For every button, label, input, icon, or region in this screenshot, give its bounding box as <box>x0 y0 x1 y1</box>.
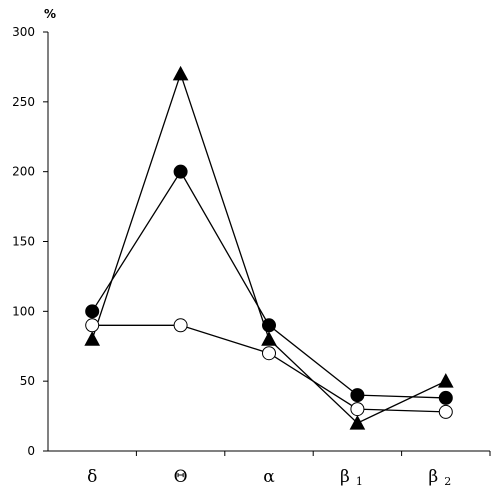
triangle-marker <box>172 65 189 81</box>
filled-circle-marker <box>262 318 276 333</box>
x-tick-label: δ <box>87 467 97 487</box>
triangle-marker <box>261 331 277 346</box>
y-tick-label: 0 <box>27 444 35 458</box>
series-group <box>84 65 454 430</box>
y-tick-label: 50 <box>20 374 35 388</box>
triangle-marker <box>437 373 454 388</box>
y-tick-label: 300 <box>12 25 35 39</box>
x-tick-label: Θ <box>174 467 188 487</box>
axes <box>47 32 490 452</box>
triangle-marker <box>349 415 366 430</box>
open-circle-marker <box>350 402 365 417</box>
filled-circle-marker <box>438 390 453 405</box>
y-axis-label: % <box>44 7 56 21</box>
y-tick-label: 150 <box>12 235 35 249</box>
open-circle-marker <box>85 318 100 333</box>
y-tick-label: 200 <box>12 165 35 179</box>
series-line-1 <box>91 71 447 424</box>
series-line-2 <box>91 170 446 399</box>
y-tick-label: 100 <box>12 304 35 318</box>
filled-circle-marker <box>85 304 100 319</box>
y-tick-label: 250 <box>12 95 35 109</box>
filled-circle-marker <box>173 164 188 179</box>
open-circle-marker <box>438 404 453 419</box>
open-circle-marker <box>262 346 276 361</box>
open-circle-marker <box>173 318 188 333</box>
filled-circle-marker <box>350 388 365 403</box>
triangle-marker <box>84 331 101 346</box>
y-ticks: 0 50 100 150 200 250 300 <box>12 25 48 458</box>
x-tick-label: α <box>263 467 275 487</box>
